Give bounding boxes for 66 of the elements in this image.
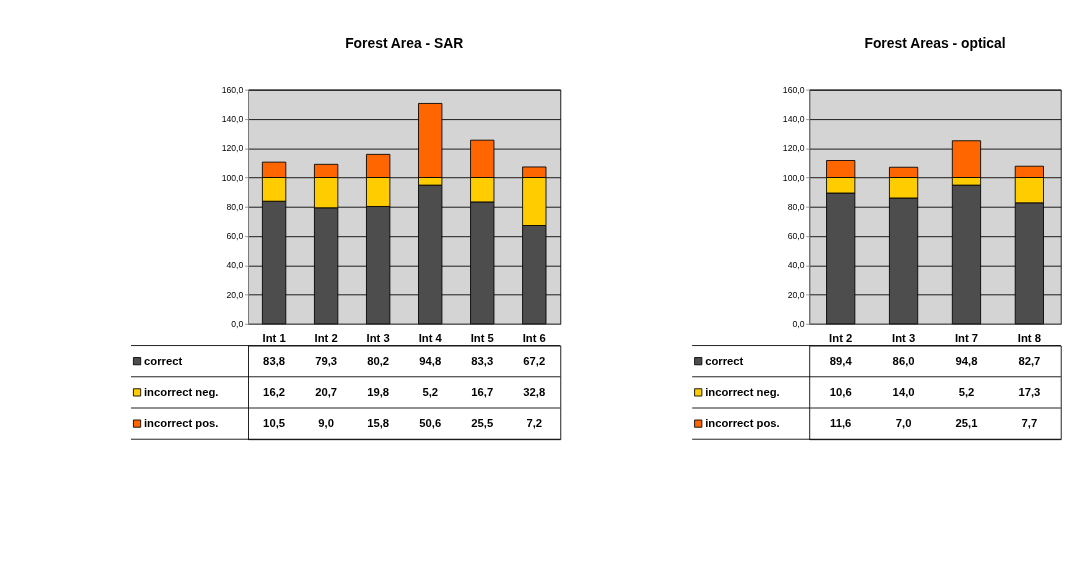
data-label: 32,8	[523, 385, 546, 398]
x-tick-label: Int 3	[892, 331, 916, 344]
data-label: 86,0	[892, 354, 915, 367]
data-label: 89,4	[829, 354, 853, 367]
y-tick-label: 80,0	[787, 201, 805, 212]
x-tick-label: Int 7	[954, 331, 979, 344]
y-tick-label: 100,0	[782, 172, 805, 183]
y-tick-label: 60,0	[226, 231, 244, 242]
y-tick-label: 140,0	[782, 113, 805, 124]
x-tick-label: Int 4	[418, 331, 443, 344]
y-tick-label: 100,0	[221, 172, 244, 183]
data-label: 94,8	[419, 354, 442, 367]
data-label: 19,8	[367, 385, 390, 398]
chart-title: Forest Areas - optical	[864, 35, 1006, 52]
x-tick-label: Int 3	[366, 331, 390, 344]
data-label: 14,0	[892, 385, 915, 398]
data-label: 67,2	[523, 354, 546, 367]
x-tick-label: Int 2	[829, 331, 853, 344]
y-tick-label: 0,0	[792, 318, 805, 329]
data-label: 25,5	[471, 417, 494, 430]
x-tick-label: Int 5	[470, 331, 494, 344]
data-label: 9,0	[318, 417, 334, 430]
data-label: 11,6	[830, 417, 852, 430]
data-label: 83,3	[471, 354, 494, 367]
y-tick-label: 20,0	[787, 289, 805, 300]
legend-label: incorrect neg.	[143, 385, 219, 398]
y-tick-label: 60,0	[787, 231, 805, 242]
data-label: 82,7	[1018, 354, 1041, 367]
data-label: 10,6	[829, 385, 852, 398]
data-label: 7,7	[1021, 417, 1038, 430]
legend-label: incorrect pos.	[143, 417, 219, 430]
y-tick-label: 40,0	[226, 260, 244, 271]
data-label: 83,8	[263, 354, 286, 367]
data-label: 20,7	[315, 385, 338, 398]
data-label: 10,5	[263, 417, 286, 430]
x-tick-label: Int 6	[522, 331, 546, 344]
data-label: 17,3	[1018, 385, 1041, 398]
data-label: 94,8	[955, 354, 978, 367]
data-label: 7,2	[526, 417, 543, 430]
data-label: 16,2	[263, 385, 286, 398]
y-tick-label: 140,0	[221, 113, 244, 124]
data-label: 80,2	[367, 354, 390, 367]
y-tick-label: 160,0	[782, 84, 805, 95]
data-label: 50,6	[419, 417, 442, 430]
data-label: 5,2	[958, 385, 975, 398]
legend-label: incorrect pos.	[705, 417, 780, 430]
legend-label: correct	[705, 354, 744, 367]
data-label: 5,2	[422, 385, 439, 398]
y-tick-label: 0,0	[231, 318, 244, 329]
x-tick-label: Int 1	[262, 331, 286, 344]
data-label: 79,3	[315, 354, 338, 367]
y-tick-label: 120,0	[782, 143, 805, 154]
chart-title: Forest Area - SAR	[345, 35, 464, 52]
y-tick-label: 80,0	[226, 201, 244, 212]
y-tick-label: 160,0	[221, 84, 244, 95]
data-label: 16,7	[471, 385, 494, 398]
legend-label: incorrect neg.	[705, 385, 780, 398]
y-tick-label: 40,0	[787, 260, 805, 271]
data-label: 25,1	[955, 417, 978, 430]
data-label: 15,8	[367, 417, 390, 430]
y-tick-label: 20,0	[226, 289, 244, 300]
x-tick-label: Int 8	[1017, 331, 1041, 344]
y-tick-label: 120,0	[221, 143, 244, 154]
data-label: 7,0	[895, 417, 912, 430]
x-tick-label: Int 2	[314, 331, 338, 344]
legend-label: correct	[143, 354, 183, 367]
